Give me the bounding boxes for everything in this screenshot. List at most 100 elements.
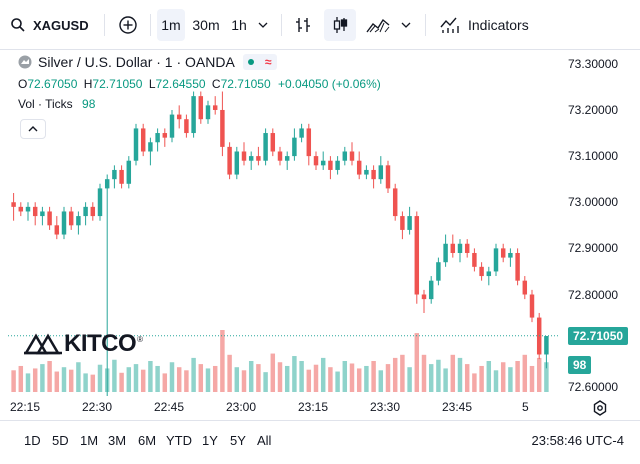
candle-body — [25, 206, 31, 212]
interval-30m[interactable]: 30m — [188, 9, 224, 41]
candle-body — [205, 105, 211, 120]
candle-body — [155, 133, 160, 143]
candle-body — [522, 280, 528, 295]
candle-body — [277, 151, 283, 161]
candle-body — [61, 211, 67, 235]
candle-body — [335, 160, 340, 170]
range-1m-button[interactable]: 1M — [80, 433, 99, 448]
time-tick-label: 23:00 — [226, 400, 257, 414]
range-1d-button[interactable]: 1D — [24, 433, 41, 448]
interval-label: 30m — [192, 17, 220, 33]
interval-1h[interactable]: 1h — [226, 9, 252, 41]
chart-type-dropdown[interactable] — [396, 9, 416, 41]
candle-body — [457, 243, 463, 253]
candle-body — [385, 165, 391, 189]
volume-bar — [313, 364, 319, 392]
candle-body — [284, 156, 290, 161]
chart-settings-button[interactable] — [590, 398, 610, 418]
indicators-icon — [440, 17, 459, 33]
chevron-down-icon — [258, 22, 268, 28]
symbol-title: Silver / U.S. Dollar · 1 · OANDA — [38, 54, 235, 70]
candle-body — [234, 151, 240, 175]
price-axis[interactable]: 73.30000 73.20000 73.10000 73.00000 72.90000… — [560, 50, 640, 396]
candle-body — [472, 252, 477, 267]
volume-bar — [400, 354, 405, 392]
volume-bar — [263, 372, 268, 392]
interval-dropdown[interactable] — [253, 9, 273, 41]
kitco-logo-icon — [24, 333, 62, 355]
area-chart-type-button[interactable] — [362, 9, 394, 41]
candle-body — [356, 160, 362, 175]
interval-1m[interactable]: 1m — [157, 9, 185, 41]
candle-body — [140, 128, 146, 152]
price-tick-label: 72.90000 — [568, 241, 619, 256]
volume-bar — [176, 367, 182, 392]
volume-bar — [493, 370, 499, 392]
volume-bar — [220, 330, 225, 392]
volume-bar — [371, 361, 376, 392]
volume-bar — [119, 372, 124, 392]
indicators-button[interactable]: Indicators — [434, 9, 534, 41]
volume-bar — [126, 367, 132, 392]
range-1y-button[interactable]: 1Y — [202, 433, 218, 448]
range-3m-button[interactable]: 3M — [108, 433, 127, 448]
volume-bar — [428, 364, 434, 392]
candle-body — [241, 151, 247, 161]
candle-body — [479, 266, 484, 277]
volume-bar — [529, 365, 535, 392]
candles-chart-type-button[interactable] — [324, 9, 356, 41]
volume-bar — [61, 367, 67, 392]
symbol-name: XAGUSD — [33, 17, 89, 33]
candle-body — [313, 156, 319, 166]
volume-bar — [18, 365, 24, 392]
volume-bar — [500, 362, 506, 392]
candle-body — [493, 248, 499, 272]
volume-bar — [450, 354, 456, 392]
legend-title-row: Silver / U.S. Dollar · 1 · OANDA ≈ — [18, 54, 277, 70]
candle-body — [500, 248, 506, 258]
volume-bar — [32, 368, 38, 392]
divider — [150, 14, 151, 36]
volume-bar — [392, 357, 398, 392]
candle-body — [486, 271, 492, 277]
volume-bar — [385, 364, 391, 392]
volume-bar — [306, 369, 312, 392]
volume-bar — [522, 354, 528, 392]
candle-body — [320, 160, 326, 166]
interval-label: 1h — [231, 17, 247, 33]
candle-body — [133, 128, 139, 161]
candle-body — [328, 160, 333, 170]
silver-logo-icon — [18, 55, 32, 69]
time-tick-label: 23:15 — [298, 400, 329, 414]
gear-icon — [593, 400, 607, 416]
volume-bar — [335, 371, 340, 392]
volume-bar — [47, 361, 52, 392]
price-tick-label: 73.30000 — [568, 56, 619, 71]
price-tick-label: 73.20000 — [568, 102, 619, 117]
volume-bar — [205, 368, 211, 392]
candle-body — [227, 146, 232, 175]
market-status[interactable]: ≈ — [242, 54, 277, 70]
range-5d-button[interactable]: 5D — [52, 433, 69, 448]
volume-value: 98 — [82, 97, 96, 111]
collapse-legend-button[interactable] — [20, 119, 46, 139]
symbol-search[interactable]: XAGUSD — [4, 9, 96, 41]
bar-chart-type-button[interactable] — [289, 9, 317, 41]
range-6m-button[interactable]: 6M — [138, 433, 157, 448]
time-axis[interactable]: 22:15 22:30 22:45 23:00 23:15 23:30 23:45 5 — [0, 396, 560, 420]
range-ytd-button[interactable]: YTD — [166, 433, 192, 448]
plus-circle-icon — [119, 16, 137, 34]
candle-body — [342, 151, 348, 161]
top-toolbar: XAGUSD 1m 30m 1h — [0, 0, 640, 50]
last-price-tag: 72.71050 — [568, 326, 629, 345]
candle-body — [428, 280, 434, 300]
compare-symbol-button[interactable] — [112, 9, 144, 41]
candle-body — [248, 156, 254, 161]
candle-body — [544, 336, 549, 355]
price-chart[interactable] — [8, 50, 560, 396]
timezone-clock[interactable]: 23:58:46 UTC-4 — [531, 433, 625, 448]
volume-bar — [40, 364, 45, 392]
range-all-button[interactable]: All — [257, 433, 272, 448]
volume-bar — [212, 365, 218, 392]
range-5y-button[interactable]: 5Y — [230, 433, 246, 448]
